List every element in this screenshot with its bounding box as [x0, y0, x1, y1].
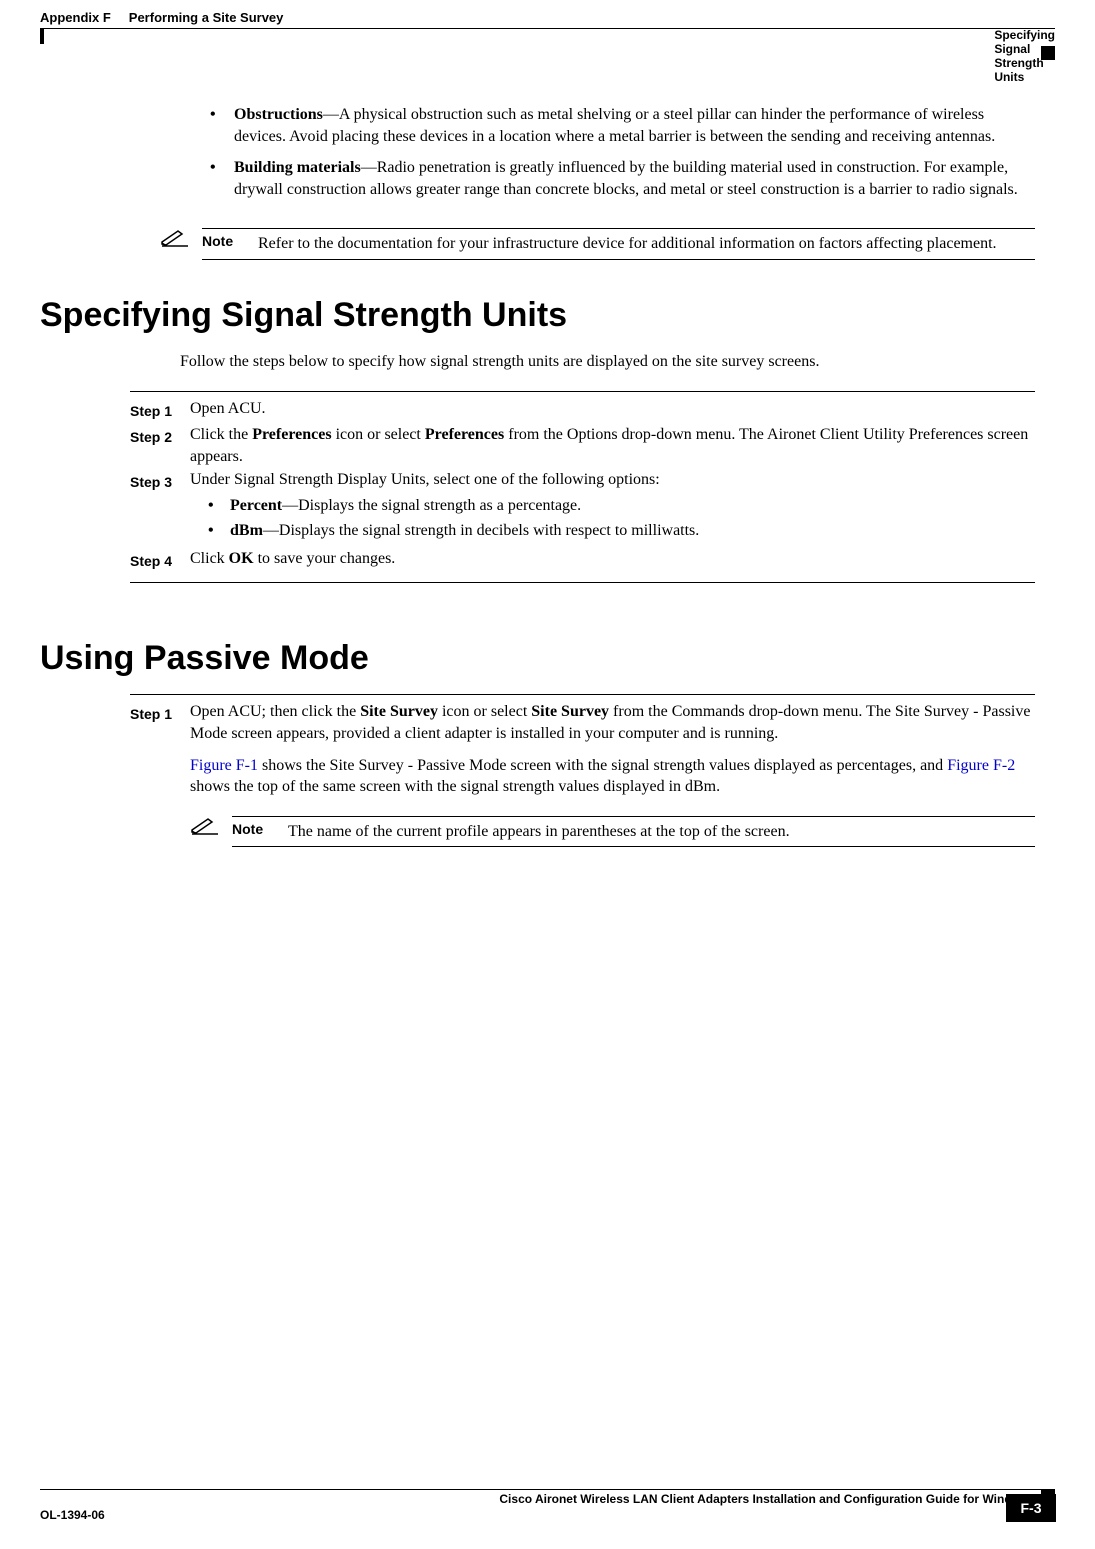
bullet-desc: —Displays the signal strength as a perce… [282, 497, 581, 514]
note-bottom-rule [232, 846, 1035, 847]
step-text: Open ACU; then click the Site Survey ico… [190, 701, 1035, 797]
intro-bullet-list: • Obstructions—A physical obstruction su… [210, 104, 1035, 200]
inner-bullet: • dBm—Displays the signal strength in de… [208, 520, 1035, 542]
note-text: The name of the current profile appears … [288, 821, 790, 843]
text-pre: Click the [190, 426, 252, 443]
footer-page-number: F-3 [1006, 1494, 1056, 1522]
step-label: Step 1 [130, 398, 190, 422]
figure-para: Figure F-1 shows the Site Survey - Passi… [190, 755, 1035, 798]
note-top-rule [232, 816, 1035, 817]
text-bold: Site Survey [531, 703, 609, 720]
bullet-term: Building materials [234, 159, 361, 176]
step-row: Step 1 Open ACU. [130, 398, 1035, 422]
note-content-wrap: Note Refer to the documentation for your… [202, 228, 1035, 260]
header-left: Appendix F Performing a Site Survey [40, 10, 283, 30]
bullet-content: dBm—Displays the signal strength in deci… [230, 520, 699, 542]
note-content-wrap: Note The name of the current profile app… [232, 816, 1035, 848]
header-rule [40, 28, 1055, 29]
note-text: Refer to the documentation for your infr… [258, 233, 997, 255]
step-label: Step 3 [130, 469, 190, 546]
text-bold: Preferences [425, 426, 504, 443]
footer-doc-number: OL-1394-06 [40, 1508, 105, 1522]
text-bold: Site Survey [360, 703, 438, 720]
running-header: Appendix F Performing a Site Survey Spec… [40, 10, 1055, 34]
text-mid: icon or select [332, 426, 425, 443]
step-text: Click the Preferences icon or select Pre… [190, 424, 1035, 467]
figure-link-f1[interactable]: Figure F-1 [190, 757, 258, 774]
text-mid: icon or select [438, 703, 531, 720]
page-footer: Cisco Aironet Wireless LAN Client Adapte… [40, 1489, 1055, 1522]
step-text: Open ACU. [190, 398, 1035, 422]
footer-title-row: Cisco Aironet Wireless LAN Client Adapte… [40, 1489, 1055, 1506]
header-marker-left [40, 28, 44, 44]
bullet-desc: —A physical obstruction such as metal sh… [234, 106, 995, 145]
step-row: Step 3 Under Signal Strength Display Uni… [130, 469, 1035, 546]
page: Appendix F Performing a Site Survey Spec… [0, 0, 1095, 1530]
text-pre: Click [190, 550, 229, 567]
page-content: • Obstructions—A physical obstruction su… [40, 104, 1055, 857]
inner-bullet: • Percent—Displays the signal strength a… [208, 495, 1035, 517]
step-row: Step 2 Click the Preferences icon or sel… [130, 424, 1035, 467]
step3-sub-bullets: • Percent—Displays the signal strength a… [208, 495, 1035, 542]
fig-text2: shows the top of the same screen with th… [190, 778, 720, 795]
text-bold: Preferences [252, 426, 331, 443]
note-bottom-rule [202, 259, 1035, 260]
note-row: Note The name of the current profile app… [190, 816, 1035, 848]
step-text: Click OK to save your changes. [190, 548, 1035, 572]
step-label: Step 2 [130, 424, 190, 467]
note-inner-row: Note The name of the current profile app… [232, 821, 1035, 843]
bullet-term: Percent [230, 497, 282, 514]
bullet-text: Building materials—Radio penetration is … [234, 157, 1035, 200]
figure-link-f2[interactable]: Figure F-2 [947, 757, 1015, 774]
note-top-rule [202, 228, 1035, 229]
note-inner-row: Note Refer to the documentation for your… [202, 233, 1035, 255]
bullet-marker: • [210, 104, 234, 147]
bullet-term: dBm [230, 522, 263, 539]
note-label: Note [202, 233, 246, 255]
step-row: Step 1 Open ACU; then click the Site Sur… [130, 701, 1035, 797]
section-heading-signal-strength: Specifying Signal Strength Units [40, 296, 1055, 335]
bullet-marker: • [208, 520, 230, 542]
step-text: Under Signal Strength Display Units, sel… [190, 469, 1035, 546]
note-label: Note [232, 821, 276, 843]
bullet-desc: —Displays the signal strength in decibel… [263, 522, 699, 539]
section2-step-container: Step 1 Open ACU; then click the Site Sur… [130, 694, 1035, 857]
appendix-label: Appendix F [40, 10, 111, 30]
note-row: Note Refer to the documentation for your… [160, 228, 1035, 260]
section-heading-passive-mode: Using Passive Mode [40, 639, 1055, 678]
note-block: Note Refer to the documentation for your… [160, 228, 1035, 260]
step-label: Step 1 [130, 701, 190, 797]
pen-note-icon [190, 816, 220, 836]
step3-text: Under Signal Strength Display Units, sel… [190, 471, 660, 488]
bullet-marker: • [210, 157, 234, 200]
bullet-term: Obstructions [234, 106, 323, 123]
bullet-content: Percent—Displays the signal strength as … [230, 495, 581, 517]
footer-doc-title: Cisco Aironet Wireless LAN Client Adapte… [40, 1490, 1041, 1506]
section1-intro: Follow the steps below to specify how si… [180, 351, 1035, 373]
footer-bottom-row: OL-1394-06 F-3 [40, 1508, 1055, 1522]
note-block-inline: Note The name of the current profile app… [190, 816, 1035, 848]
step-label: Step 4 [130, 548, 190, 572]
pen-note-icon [160, 228, 190, 248]
step-row: Step 4 Click OK to save your changes. [130, 548, 1035, 572]
appendix-title: Performing a Site Survey [129, 10, 284, 30]
bullet-item: • Obstructions—A physical obstruction su… [210, 104, 1035, 147]
bullet-text: Obstructions—A physical obstruction such… [234, 104, 1035, 147]
bullet-item: • Building materials—Radio penetration i… [210, 157, 1035, 200]
section1-step-container: Step 1 Open ACU. Step 2 Click the Prefer… [130, 391, 1035, 584]
bullet-marker: • [208, 495, 230, 517]
header-section-label: Specifying Signal Strength Units [994, 28, 1055, 84]
text-bold: OK [229, 550, 254, 567]
text-post: to save your changes. [254, 550, 396, 567]
fig-text1: shows the Site Survey - Passive Mode scr… [258, 757, 947, 774]
text-pre: Open ACU; then click the [190, 703, 360, 720]
